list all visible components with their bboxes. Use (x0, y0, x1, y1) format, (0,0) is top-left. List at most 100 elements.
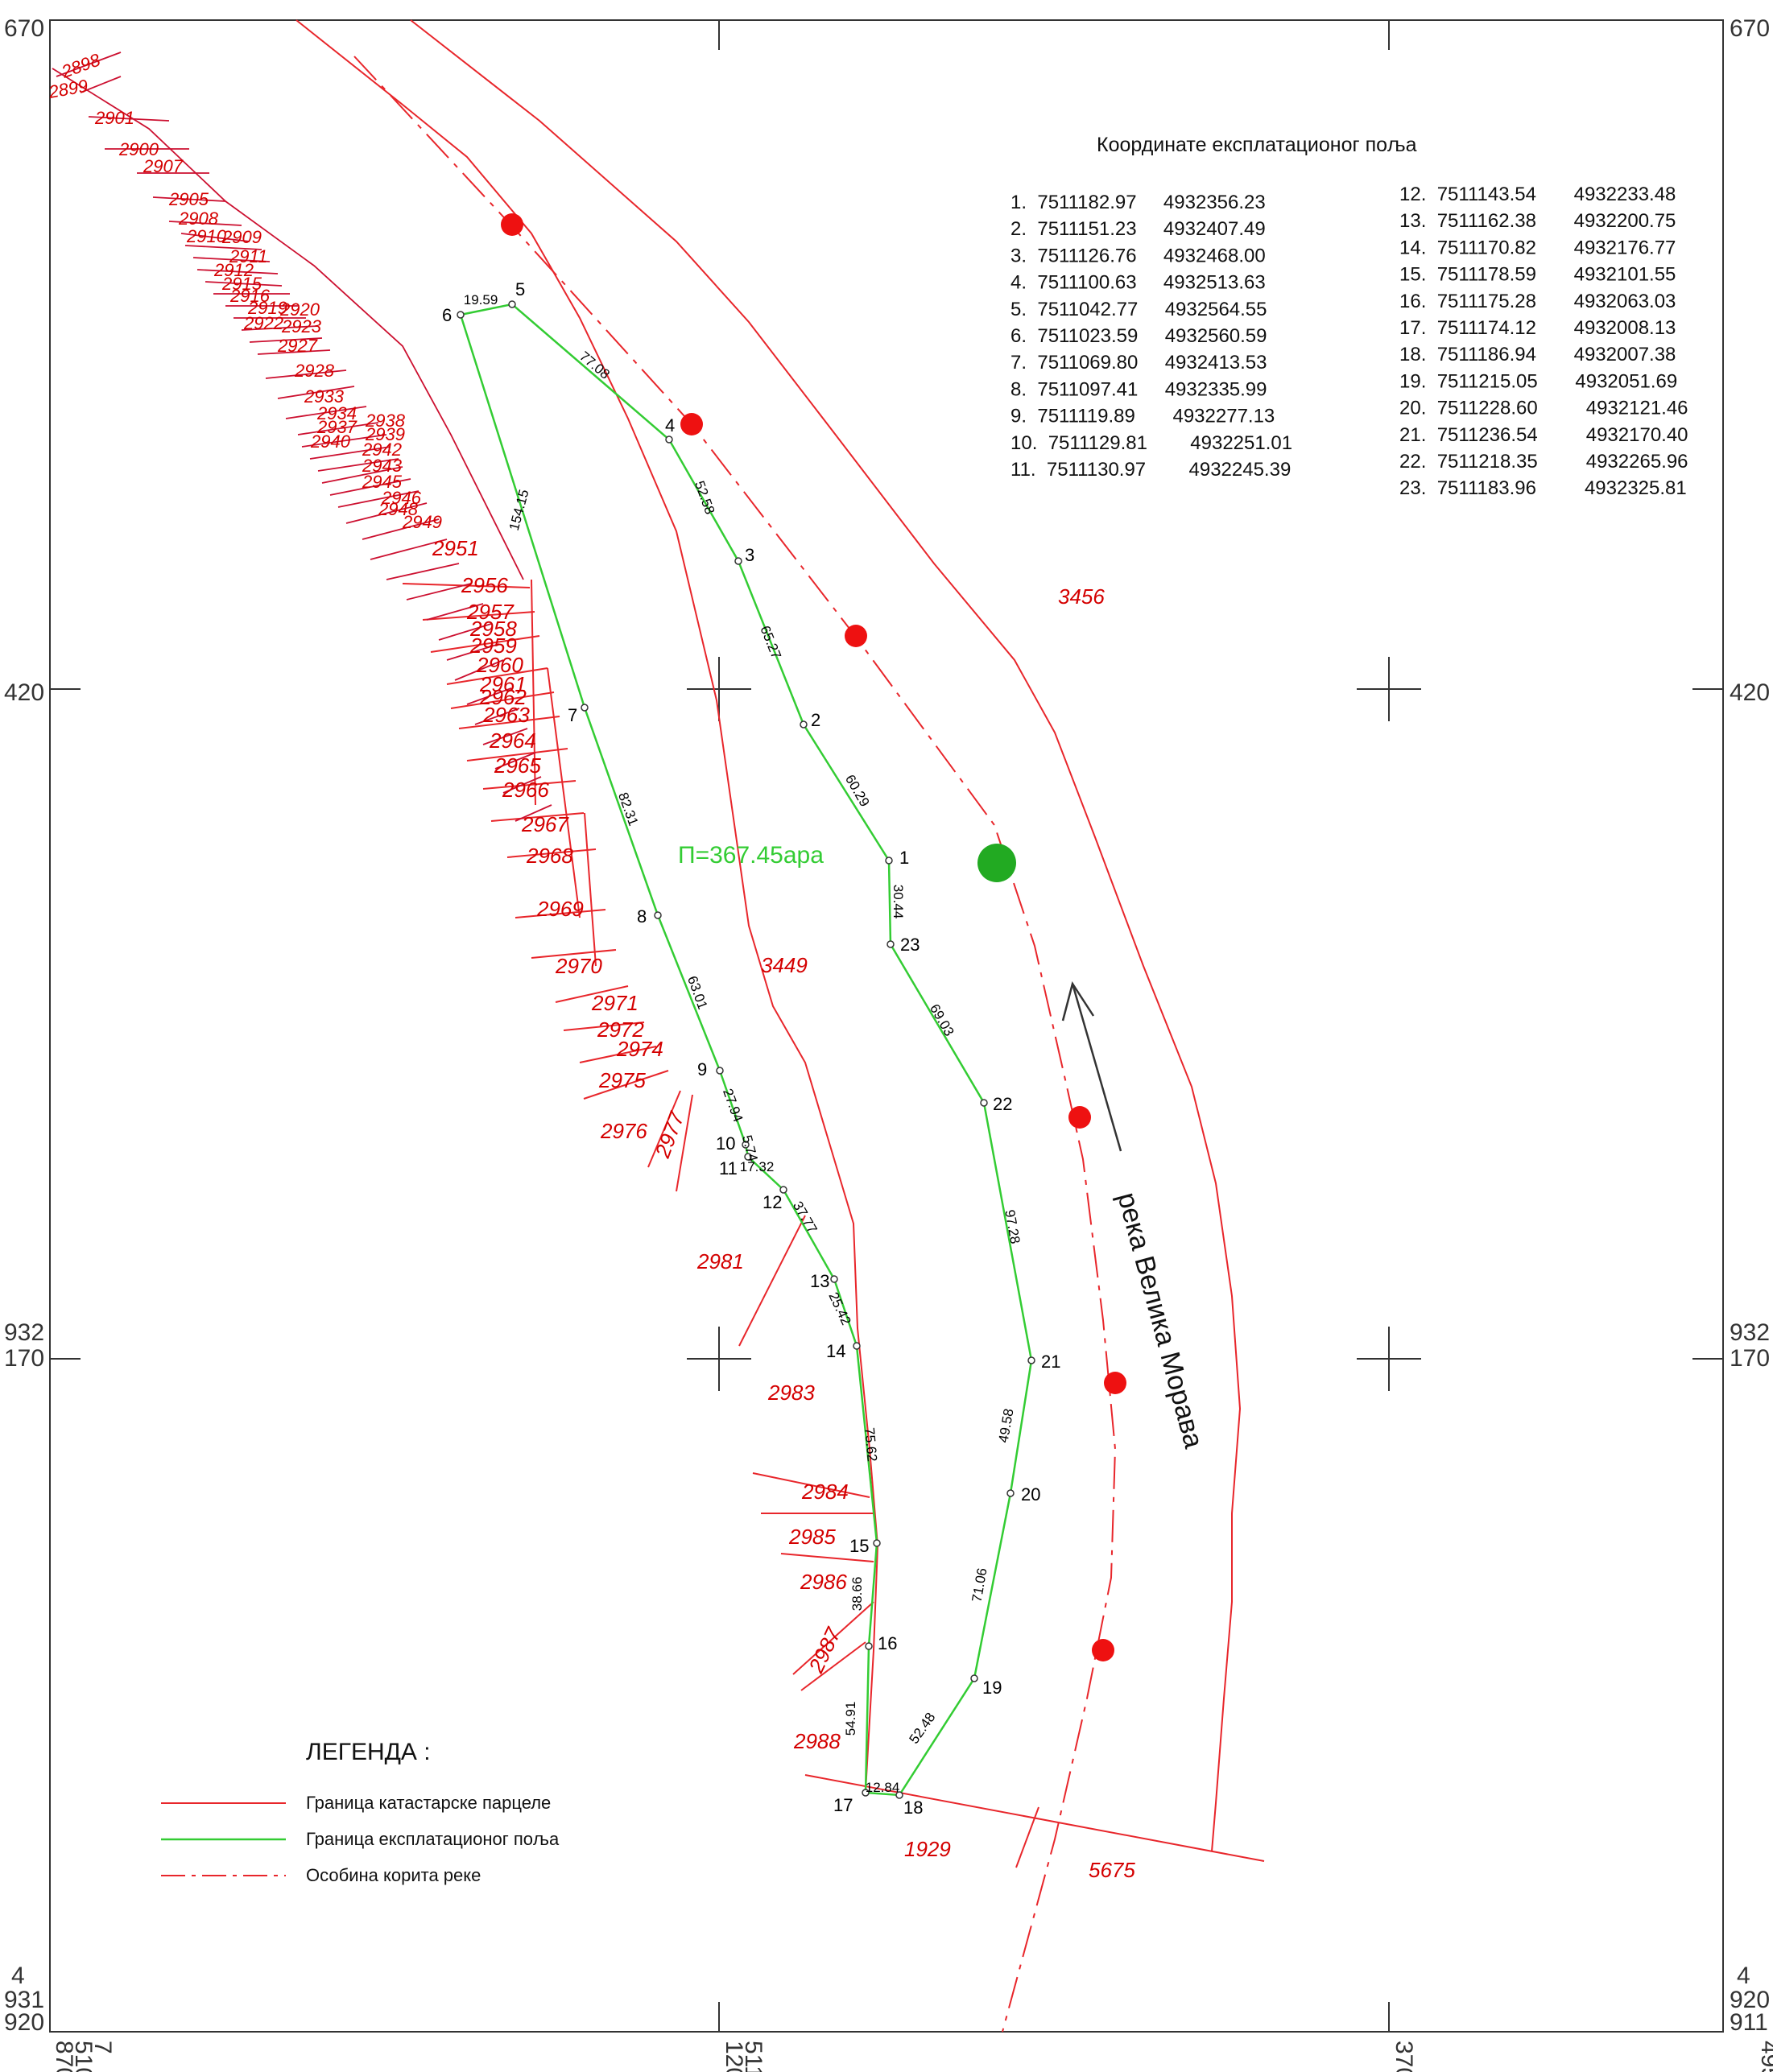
parcel-number: 2948 (378, 499, 419, 519)
edge-length-label: 27.94 (720, 1087, 746, 1124)
grid-left-170: 932 170 (4, 1319, 44, 1372)
svg-text:420: 420 (1730, 679, 1770, 706)
parcel-number: 2987 (804, 1623, 846, 1677)
parcel-boundaries (296, 19, 1265, 1868)
vertex-marker (665, 435, 673, 444)
svg-text:4: 4 (11, 1963, 25, 1989)
parcel-number: 2939 (365, 424, 405, 444)
coordinate-row: 8. 7511097.41 4932335.99 (1010, 378, 1267, 400)
vertex-marker (886, 940, 895, 948)
edge-length-label: 71.06 (969, 1566, 990, 1603)
parcel-number: 2958 (469, 617, 517, 641)
river-flow-arrow (1061, 980, 1122, 1152)
edge-length-label: 17.32 (740, 1159, 775, 1174)
edge-length-label: 19.59 (464, 292, 498, 307)
parcel-number: 2916 (229, 286, 271, 306)
parcel-number: 2910 (186, 226, 227, 246)
river-markers (501, 213, 1126, 1661)
vertex-label: 3 (745, 545, 754, 565)
vertex-marker (873, 1539, 881, 1547)
edge-length-label: 69.03 (927, 1001, 957, 1038)
parcel-number: 2986 (800, 1570, 847, 1594)
vertex-label: 22 (993, 1094, 1012, 1114)
edge-length-label: 54.91 (843, 1702, 858, 1736)
parcel-number: 2967 (521, 812, 569, 836)
parcel-number: 2909 (221, 227, 262, 247)
parcel-number: 2933 (304, 386, 345, 407)
green-marker (977, 844, 1016, 882)
red-marker (845, 625, 867, 647)
vertex-marker (895, 1791, 903, 1799)
coordinate-row: 12. 7511143.54 4932233.48 (1399, 184, 1676, 205)
svg-text:510: 510 (70, 2041, 97, 2072)
parcel-number: 2974 (616, 1037, 663, 1061)
parcel-number: 2923 (281, 316, 322, 336)
svg-text:932: 932 (4, 1319, 44, 1346)
edge-length-label: 75.62 (862, 1427, 880, 1463)
edge-length-label: 25.42 (825, 1290, 853, 1327)
vertex-marker (970, 1674, 978, 1682)
grid-left-670: 670 (4, 15, 44, 42)
parcel-number: 2943 (362, 456, 403, 476)
coordinate-row: 6. 7511023.59 4932560.59 (1010, 325, 1267, 347)
parcel-number: 2899 (47, 76, 90, 102)
svg-text:4: 4 (1737, 1963, 1750, 1989)
vertex-marker (862, 1789, 870, 1797)
red-marker (1104, 1372, 1126, 1394)
svg-text:170: 170 (4, 1345, 44, 1372)
svg-text:932: 932 (1730, 1319, 1770, 1346)
coordinate-row: 9. 7511119.89 4932277.13 (1010, 406, 1275, 427)
legend: ЛЕГЕНДА : Граница катастарске парцеле Гр… (161, 1739, 560, 1885)
coordinate-row: 14. 7511170.82 4932176.77 (1399, 237, 1676, 258)
exploitation-field-boundary (459, 303, 1033, 1797)
parcel-number: 2960 (476, 653, 523, 677)
vertex-label: 15 (849, 1536, 869, 1556)
coordinate-row: 13. 7511162.38 4932200.75 (1399, 210, 1676, 232)
grid-bottom-870: 870 510 7 (51, 2041, 116, 2072)
parcel-number: 2934 (316, 403, 357, 423)
svg-text:7: 7 (89, 2041, 116, 2054)
field-area-label: П=367.45ара (678, 842, 824, 869)
grid-right-670: 670 (1730, 15, 1770, 42)
parcel-number: 2905 (168, 189, 209, 209)
parcel-number: 2970 (555, 954, 602, 978)
legend-item-river: Особина корита реке (306, 1865, 481, 1885)
vertex-marker (654, 911, 662, 919)
parcel-number: 2907 (143, 156, 184, 176)
parcel-number: 2968 (526, 844, 573, 868)
grid-bottom-370: 370 (1391, 2041, 1417, 2072)
edge-length-label: 97.28 (1002, 1208, 1023, 1244)
parcel-number: 2972 (597, 1017, 644, 1042)
coordinate-row: 15. 7511178.59 4932101.55 (1399, 264, 1676, 286)
vertex-marker (457, 311, 465, 319)
field-vertices (457, 300, 1035, 1799)
parcel-number: 2937 (316, 417, 357, 437)
vertex-label: 14 (826, 1341, 845, 1361)
vertex-marker (742, 1141, 750, 1149)
parcel-number: 2922 (243, 313, 283, 333)
vertex-label: 19 (982, 1678, 1002, 1698)
svg-text:370: 370 (1391, 2041, 1417, 2072)
parcel-number: 2961 (479, 672, 527, 696)
edge-length-label: 60.29 (842, 772, 873, 809)
edge-length-label: 82.31 (615, 790, 641, 828)
parcel-number: 3456 (1058, 584, 1105, 609)
coordinate-row: 11. 7511130.97 4932245.39 (1010, 459, 1291, 481)
vertex-marker (853, 1342, 861, 1350)
svg-text:920: 920 (4, 2009, 44, 2036)
parcel-hatch-upper (52, 52, 552, 822)
red-marker (501, 213, 523, 236)
coordinate-row: 22. 7511218.35 4932265.96 (1399, 451, 1688, 473)
vertex-label: 10 (716, 1133, 735, 1154)
parcel-number: 2956 (461, 573, 508, 597)
red-marker (680, 413, 703, 435)
parcel-number: 2963 (482, 703, 530, 727)
coordinate-row: 2. 7511151.23 4932407.49 (1010, 218, 1266, 240)
grid-left-420: 420 (4, 679, 44, 706)
parcel-number: 2975 (598, 1068, 646, 1092)
vertex-label: 21 (1041, 1352, 1060, 1372)
vertex-label: 6 (442, 305, 452, 325)
grid-marks (50, 20, 1723, 2032)
